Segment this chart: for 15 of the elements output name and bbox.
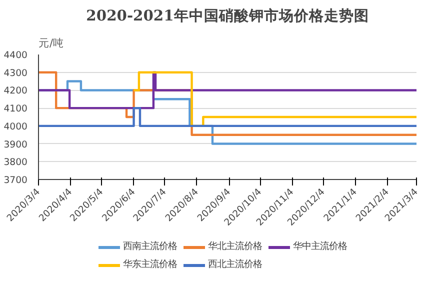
y-tick-label: 3800: [4, 157, 28, 168]
y-tick-label: 4400: [4, 50, 28, 61]
y-axis-title: 元/吨: [38, 36, 64, 50]
legend-label: 华北主流价格: [208, 240, 262, 253]
chart-title: 2020-2021年中国硝酸钾市场价格走势图: [86, 6, 369, 24]
y-tick-label: 4200: [4, 86, 28, 97]
y-tick-label: 4300: [4, 68, 28, 79]
legend-label: 西北主流价格: [208, 258, 262, 271]
legend-label: 西南主流价格: [123, 240, 177, 253]
legend-label: 华中主流价格: [293, 240, 347, 253]
y-tick-label: 3900: [4, 139, 28, 150]
y-tick-label: 3700: [4, 175, 28, 186]
y-tick-label: 4000: [4, 121, 28, 132]
y-tick-label: 4100: [4, 104, 28, 115]
legend-label: 华东主流价格: [123, 258, 177, 271]
